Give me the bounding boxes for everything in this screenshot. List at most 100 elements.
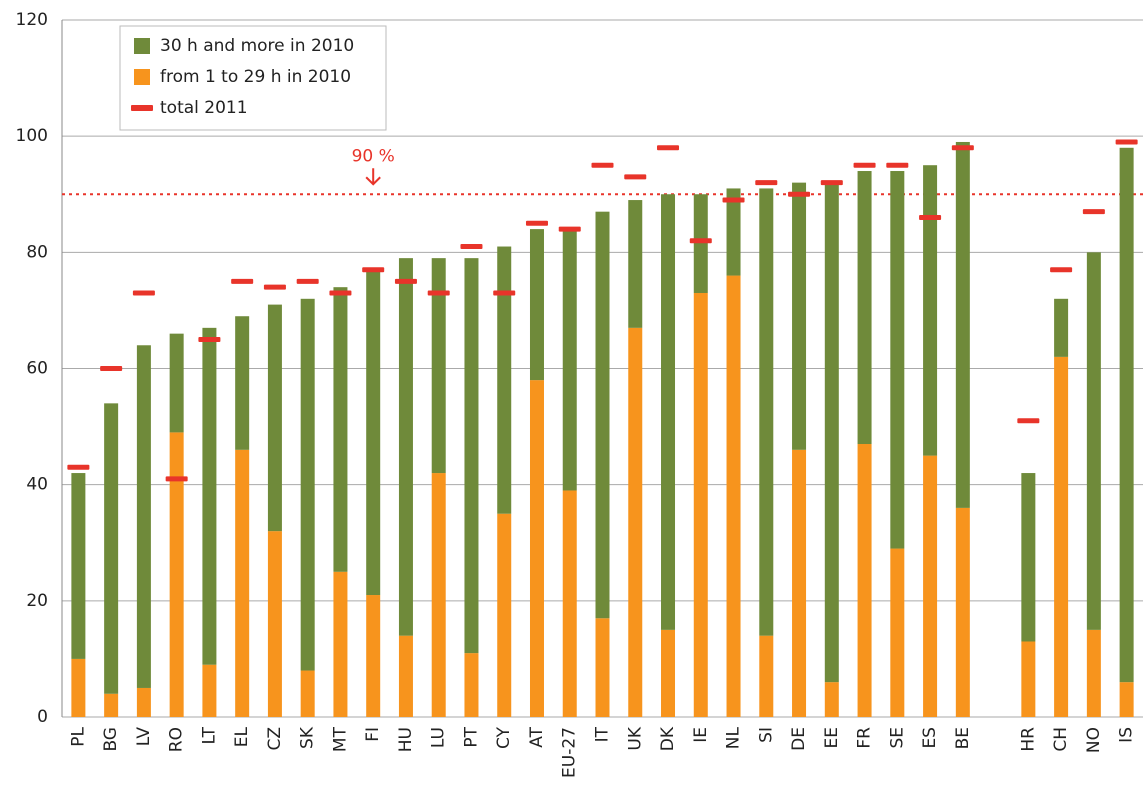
- marker: [853, 162, 876, 168]
- y-tick-label: 60: [26, 359, 48, 379]
- bar-segment: [71, 658, 86, 717]
- legend-box: [119, 25, 387, 131]
- bar-segment: [1021, 641, 1036, 717]
- bar-segment: [1086, 629, 1101, 717]
- x-tick-label: NL: [724, 726, 744, 749]
- bar-segment: [726, 275, 741, 717]
- marker: [460, 244, 483, 250]
- x-tick-label: HR: [1018, 727, 1038, 752]
- bar-segment: [1054, 298, 1069, 357]
- marker: [427, 290, 450, 296]
- bar-segment: [661, 629, 676, 717]
- x-tick-label: IS: [1117, 727, 1137, 743]
- x-tick-label: HU: [396, 727, 416, 752]
- legend-label: 30 h and more in 2010: [160, 36, 354, 56]
- bar-segment: [628, 200, 643, 328]
- marker: [198, 336, 221, 342]
- bar-segment: [202, 327, 217, 665]
- bar-segment: [267, 304, 282, 532]
- x-tick-label: EE: [822, 727, 842, 748]
- bar-segment: [431, 258, 446, 474]
- x-tick-label: EU-27: [560, 727, 580, 778]
- bar-segment: [824, 682, 839, 717]
- bar-segment: [529, 380, 544, 717]
- marker: [722, 197, 745, 203]
- bar-segment: [300, 670, 315, 717]
- bar-segment: [529, 229, 544, 381]
- x-tick-label: CZ: [265, 727, 285, 751]
- bar-segment: [398, 258, 413, 636]
- bar-segment: [628, 327, 643, 717]
- legend-label: from 1 to 29 h in 2010: [160, 67, 351, 87]
- bar-segment: [595, 211, 610, 619]
- marker: [1050, 267, 1073, 273]
- bar-segment: [1086, 252, 1101, 630]
- bar-segment: [857, 444, 872, 717]
- bar-segment: [1119, 682, 1134, 717]
- bar-segment: [562, 490, 577, 717]
- bar-segment: [464, 258, 479, 654]
- bar-segment: [792, 449, 807, 717]
- x-tick-label: SI: [756, 727, 776, 743]
- y-tick-label: 100: [16, 126, 48, 146]
- marker: [329, 290, 352, 296]
- bar-segment: [857, 171, 872, 445]
- x-tick-label: IT: [593, 726, 613, 742]
- bar-segment: [955, 507, 970, 717]
- bar-segment: [104, 403, 119, 694]
- bar-segment: [726, 188, 741, 276]
- bar-segment: [693, 292, 708, 717]
- x-tick-label: AT: [527, 726, 547, 747]
- marker: [657, 145, 680, 151]
- bar-segment: [1119, 147, 1134, 683]
- bar-segment: [562, 229, 577, 491]
- marker: [263, 284, 286, 290]
- x-tick-label: LT: [199, 726, 219, 744]
- bar-segment: [595, 618, 610, 717]
- bar-segment: [923, 455, 938, 717]
- bar-segment: [661, 194, 676, 630]
- legend-label: total 2011: [160, 98, 248, 118]
- bar-segment: [136, 687, 151, 717]
- marker: [591, 162, 614, 168]
- bar-segment: [235, 449, 250, 717]
- bar-segment: [431, 473, 446, 717]
- x-tick-label: BE: [953, 727, 973, 749]
- x-tick-label: LU: [429, 727, 449, 748]
- marker: [1115, 139, 1138, 145]
- bar-segment: [464, 653, 479, 717]
- marker: [165, 476, 188, 482]
- x-tick-label: MT: [330, 726, 350, 752]
- bar-segment: [398, 635, 413, 717]
- bar-segment: [235, 316, 250, 450]
- bar-segment: [792, 182, 807, 450]
- bar-segment: [169, 432, 184, 717]
- bar-segment: [693, 194, 708, 293]
- marker: [100, 366, 123, 371]
- x-tick-label: CY: [494, 726, 514, 749]
- bar-segment: [824, 182, 839, 683]
- y-tick-label: 80: [26, 242, 48, 262]
- bar-segment: [759, 635, 774, 717]
- bar-segment: [497, 513, 512, 717]
- marker: [132, 290, 155, 296]
- bar-segment: [497, 246, 512, 514]
- x-tick-label: DK: [658, 726, 678, 751]
- bar-segment: [1054, 356, 1069, 717]
- bar-segment: [366, 269, 381, 596]
- marker: [788, 191, 811, 197]
- legend-swatch: [134, 38, 150, 54]
- bar-segment: [333, 571, 348, 717]
- x-tick-label: EL: [232, 726, 252, 747]
- marker: [394, 278, 417, 284]
- reference-label: 90 %: [352, 146, 395, 166]
- x-tick-label: CH: [1051, 727, 1071, 752]
- reference-arrow: [365, 168, 381, 186]
- bar-segment: [1021, 473, 1036, 642]
- x-tick-label: FI: [363, 727, 383, 742]
- bar-segment: [890, 548, 905, 717]
- marker: [951, 145, 974, 151]
- marker: [558, 226, 581, 232]
- y-tick-label: 0: [37, 707, 48, 727]
